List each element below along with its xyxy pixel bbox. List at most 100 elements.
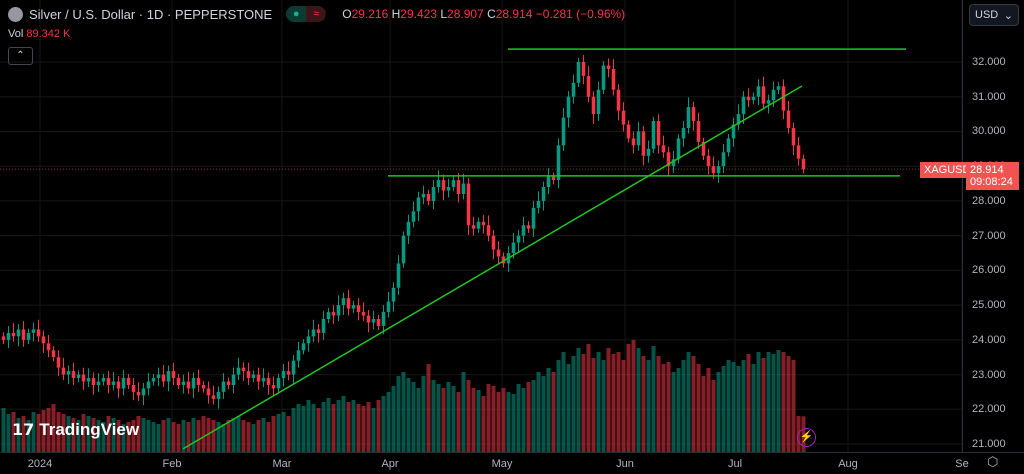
volume-bar (166, 418, 171, 452)
price-chart[interactable] (0, 0, 962, 452)
time-tick: Jun (616, 458, 634, 470)
candle-body (71, 371, 76, 379)
volume-bar (186, 422, 191, 452)
volume-bar (441, 388, 446, 452)
volume-bar (266, 422, 271, 452)
volume-bar (256, 420, 261, 452)
volume-bar (226, 420, 231, 452)
volume-bar (26, 420, 31, 452)
volume-bar (486, 384, 491, 452)
candle-body (31, 329, 36, 333)
candle-body (721, 152, 726, 167)
time-tick: Apr (381, 458, 399, 470)
volume-bar (431, 380, 436, 452)
candle-body (596, 89, 601, 115)
time-axis[interactable]: 2024 Feb Mar Apr May Jun Jul Aug Se (0, 452, 1024, 474)
volume-bar (416, 388, 421, 452)
volume-bar (671, 372, 676, 452)
candle-body (546, 176, 551, 188)
volume-bar (6, 414, 11, 452)
candle-body (471, 225, 476, 229)
volume-bar (161, 420, 166, 452)
candle-body (376, 319, 381, 326)
candle-body (646, 148, 651, 156)
volume-bar (691, 356, 696, 452)
volume-bar (641, 356, 646, 452)
candle-body (91, 378, 96, 385)
volume-bar (376, 400, 381, 452)
tv-logo-icon: 𝟭𝟳 (12, 422, 35, 439)
volume-bar (541, 376, 546, 452)
candle-body (196, 378, 201, 385)
candle-body (751, 96, 756, 101)
candle-body (706, 155, 711, 167)
candle-body (316, 329, 321, 333)
symbol-title[interactable]: Silver / U.S. Dollar · 1D · PEPPERSTONE (29, 6, 273, 22)
volume-bar (666, 362, 671, 452)
candle-body (36, 329, 41, 337)
candle-body (396, 263, 401, 288)
candle-body (736, 114, 741, 125)
price-tick: 24.000 (972, 333, 1006, 346)
candle-body (231, 374, 236, 385)
price-axis[interactable]: 32.00031.00030.00029.00028.00027.00026.0… (962, 0, 1024, 452)
candle-body (666, 152, 671, 167)
candle-body (531, 207, 536, 229)
candle-body (131, 384, 136, 392)
candle-body (166, 371, 171, 382)
volume-bar (446, 382, 451, 452)
lightning-icon[interactable]: ⚡ (797, 428, 816, 447)
candle-body (766, 100, 771, 104)
price-tick: 23.000 (972, 368, 1006, 381)
volume-bar (336, 400, 341, 452)
candle-body (351, 305, 356, 309)
volume-bar (86, 416, 91, 452)
candle-body (51, 350, 56, 358)
candle-body (281, 371, 286, 379)
candle-body (41, 336, 46, 344)
collapse-legend-button[interactable]: ⌃ (8, 47, 33, 65)
candle-body (601, 65, 606, 90)
candle-body (21, 329, 26, 340)
candle-body (691, 107, 696, 122)
candle-body (541, 187, 546, 201)
tradingview-logo[interactable]: 𝟭𝟳 TradingView (12, 420, 140, 439)
volume-bar (371, 408, 376, 452)
candle-body (431, 187, 436, 201)
time-tick: Se (955, 458, 969, 470)
volume-bar (701, 376, 706, 452)
candle-body (371, 319, 376, 323)
price-tick: 21.000 (972, 438, 1006, 451)
volume-bar (11, 412, 16, 452)
status-pill[interactable]: ● ≈ (286, 6, 327, 22)
candle-body (331, 312, 336, 316)
candle-body (26, 332, 31, 340)
candle-body (421, 193, 426, 198)
candle-body (1, 336, 6, 340)
volume-bar (206, 418, 211, 452)
volume-bar (356, 404, 361, 452)
candle-body (366, 315, 371, 323)
volume-bar (766, 352, 771, 452)
price-tick: 22.000 (972, 403, 1006, 416)
settings-icon[interactable]: ⬡ (987, 454, 999, 469)
volume-bar (276, 414, 281, 452)
time-tick: Jul (727, 458, 743, 470)
volume-bar (181, 420, 186, 452)
volume-bar (526, 382, 531, 452)
currency-select[interactable]: USD ⌄ (969, 4, 1019, 26)
candle-body (771, 89, 776, 101)
volume-bar (321, 402, 326, 452)
volume-bar (411, 382, 416, 452)
volume-bar (626, 344, 631, 452)
candle-body (791, 127, 796, 146)
candle-body (286, 371, 291, 375)
volume-bar (271, 416, 276, 452)
candle-body (586, 75, 591, 97)
volume-bar (136, 416, 141, 452)
volume-bar (406, 378, 411, 452)
volume-bar (296, 404, 301, 452)
volume-bar (386, 392, 391, 452)
volume-bar (546, 368, 551, 452)
volume-bar (751, 364, 756, 452)
